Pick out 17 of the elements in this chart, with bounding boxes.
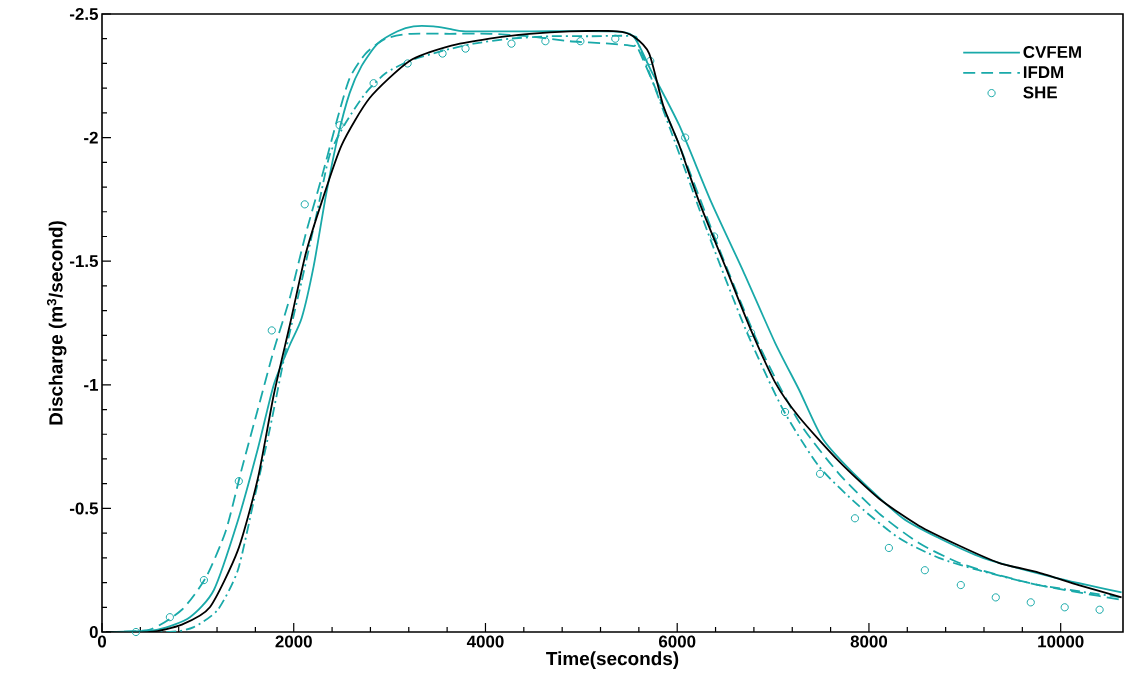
legend-label: CVFEM [1023, 45, 1081, 58]
x-tick-label: 2000 [275, 635, 312, 648]
legend-label: IFDM [1023, 66, 1064, 78]
x-axis-title: Time(seconds) [546, 651, 679, 669]
y-tick-label: -1 [84, 378, 99, 391]
x-tick-label: 6000 [658, 635, 696, 648]
x-tick-label: 0 [97, 635, 107, 648]
x-tick-label: 8000 [850, 635, 888, 648]
y-tick-label: 0 [89, 626, 98, 639]
y-tick-label: -1.5 [69, 255, 99, 268]
x-tick-label: 10000 [1038, 635, 1084, 648]
y-axis-title: Discharge (m$^{3}$/second) [46, 221, 67, 425]
y-tick-label: -2.5 [69, 8, 99, 20]
legend-label: SHE [1023, 86, 1057, 99]
y-tick-label: -0.5 [69, 502, 99, 515]
x-tick-label: 4000 [466, 635, 504, 648]
y-tick-label: -2 [84, 131, 98, 144]
